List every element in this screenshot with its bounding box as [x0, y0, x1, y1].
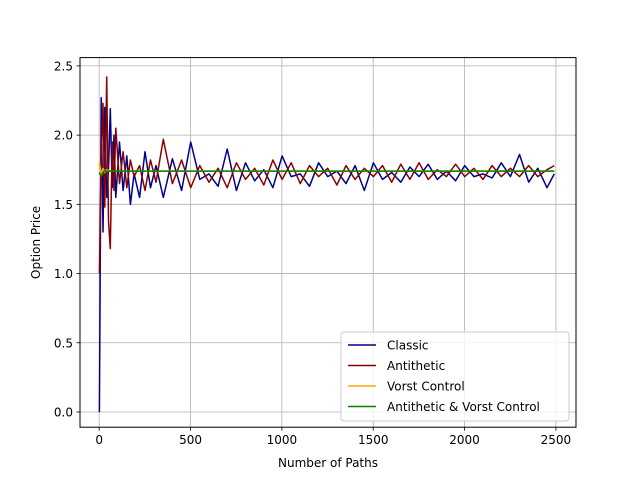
y-tick-label: 0.5 — [54, 336, 73, 350]
x-tick-label: 500 — [179, 433, 202, 447]
grid — [80, 57, 576, 428]
y-tick-label: 1.0 — [54, 267, 73, 281]
y-tick-label: 2.0 — [54, 129, 73, 143]
x-tick-label: 1500 — [358, 433, 389, 447]
legend-label-vorst-control: Vorst Control — [387, 380, 465, 394]
plot-frame — [79, 57, 577, 428]
legend-box — [340, 331, 570, 422]
y-tick-label: 1.5 — [54, 198, 73, 212]
series-line-antithetic-vorst-control — [98, 170, 555, 178]
series-lines — [98, 76, 555, 413]
legend-label-antithetic-vorst-control: Antithetic & Vorst Control — [387, 400, 540, 414]
legend-label-classic: Classic — [387, 339, 429, 353]
series-line-antithetic — [98, 76, 555, 274]
y-axis-label: Option Price — [29, 206, 43, 279]
axis-ticks: 0 500 1000 1500 2000 2500 0.0 0.5 1.0 1.5 2.0 2.5 — [54, 59, 571, 447]
x-tick-label: 2000 — [449, 433, 480, 447]
legend: Classic Antithetic Vorst Control Antithetic… — [340, 331, 570, 422]
y-tick-label: 0.0 — [54, 405, 73, 419]
x-tick-label: 1000 — [267, 433, 298, 447]
legend-label-antithetic: Antithetic — [387, 359, 445, 373]
y-tick-label: 2.5 — [54, 59, 73, 73]
x-axis-label: Number of Paths — [278, 456, 378, 470]
x-tick-label: 2500 — [541, 433, 572, 447]
x-tick-label: 0 — [95, 433, 103, 447]
